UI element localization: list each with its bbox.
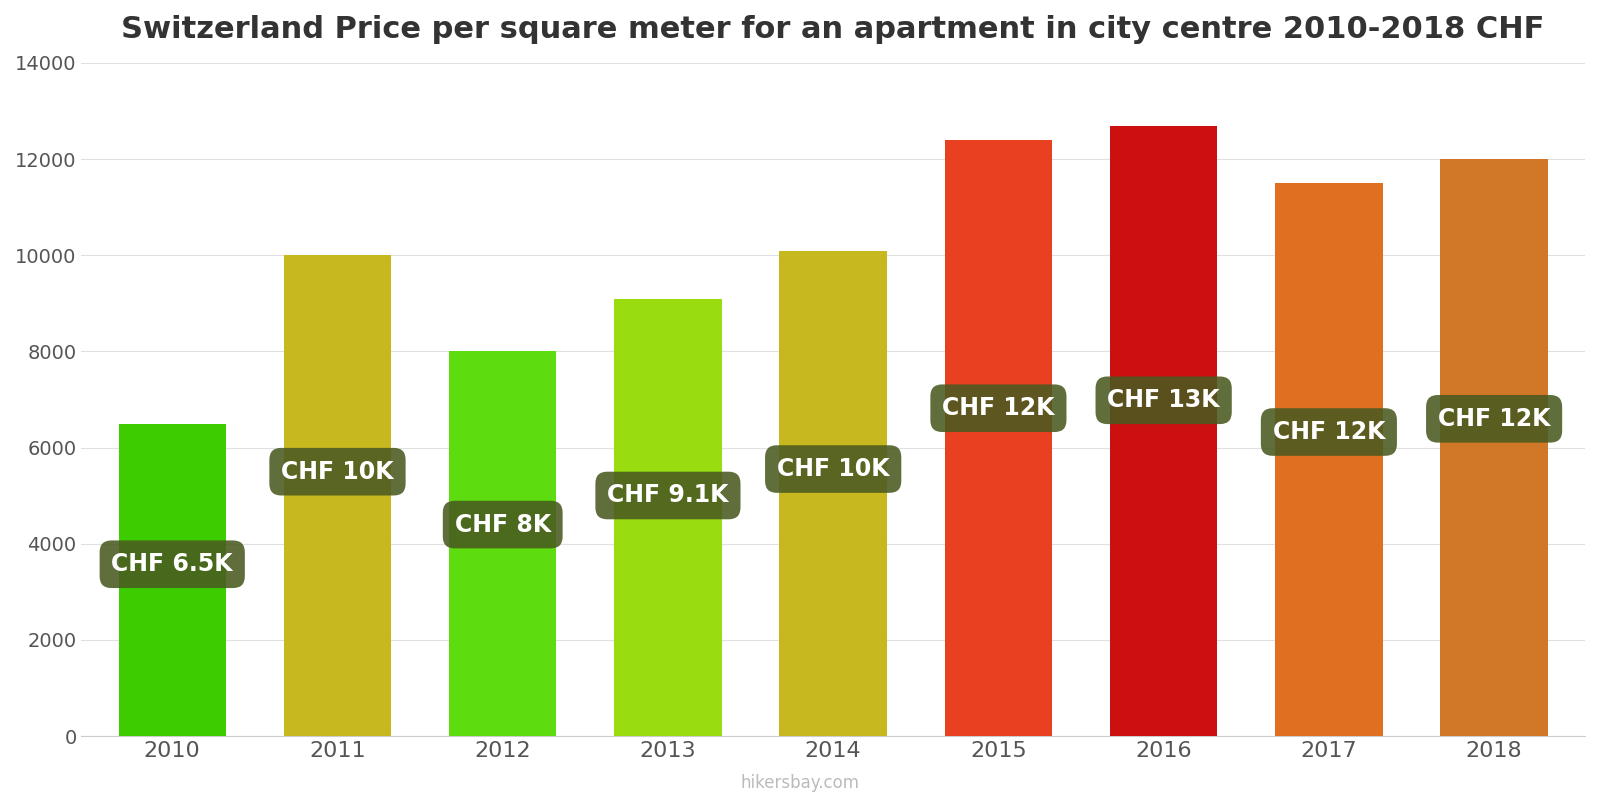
Bar bbox=[779, 250, 886, 736]
Title: Switzerland Price per square meter for an apartment in city centre 2010-2018 CHF: Switzerland Price per square meter for a… bbox=[122, 15, 1546, 44]
Text: CHF 10K: CHF 10K bbox=[778, 457, 890, 481]
Text: CHF 8K: CHF 8K bbox=[454, 513, 550, 537]
Bar bbox=[283, 255, 390, 736]
Bar bbox=[1275, 183, 1382, 736]
Text: CHF 6.5K: CHF 6.5K bbox=[112, 552, 234, 576]
Text: CHF 13K: CHF 13K bbox=[1107, 388, 1219, 412]
Text: CHF 12K: CHF 12K bbox=[1438, 407, 1550, 431]
Bar bbox=[118, 424, 226, 736]
Text: hikersbay.com: hikersbay.com bbox=[741, 774, 859, 792]
Bar bbox=[614, 298, 722, 736]
Text: CHF 10K: CHF 10K bbox=[282, 460, 394, 484]
Bar bbox=[450, 351, 557, 736]
Text: CHF 12K: CHF 12K bbox=[1272, 420, 1386, 444]
Bar bbox=[1440, 159, 1547, 736]
Bar bbox=[944, 140, 1053, 736]
Text: CHF 12K: CHF 12K bbox=[942, 396, 1054, 420]
Bar bbox=[1110, 126, 1218, 736]
Text: CHF 9.1K: CHF 9.1K bbox=[606, 483, 728, 507]
